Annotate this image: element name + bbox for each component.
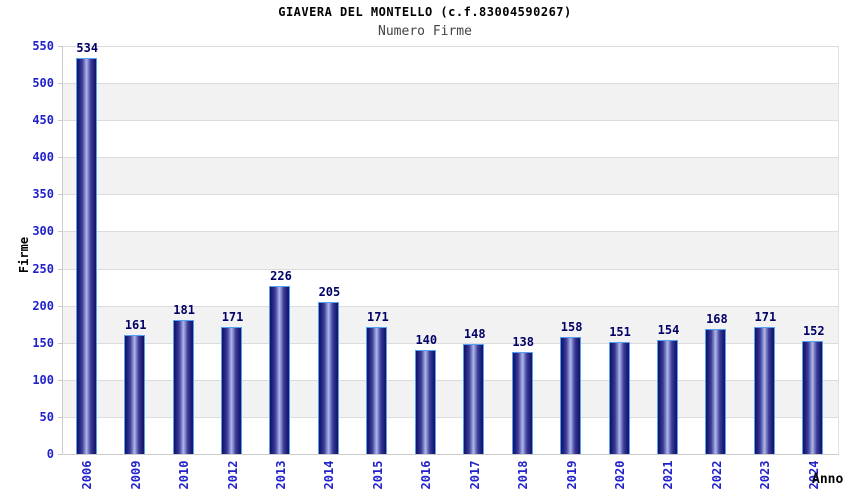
y-tick-mark [58, 305, 62, 307]
y-tick-label: 0 [46, 447, 54, 461]
bar-value-label: 168 [706, 312, 728, 327]
x-tick-label: 2022 [709, 460, 724, 490]
x-tick-label: 2009 [128, 460, 143, 490]
y-tick-mark [58, 379, 62, 381]
bar [705, 329, 727, 454]
gridline [63, 416, 838, 418]
bar-value-label: 151 [609, 325, 631, 339]
bar [124, 334, 146, 454]
grid-band [63, 46, 838, 84]
y-tick-label: 500 [32, 76, 54, 91]
y-tick-label: 550 [32, 39, 54, 53]
x-tick-label: 2012 [225, 460, 240, 490]
bar-value-label: 171 [754, 310, 777, 325]
y-tick-mark [58, 342, 62, 344]
gridline [63, 342, 838, 344]
y-tick-label: 300 [32, 224, 54, 239]
x-tick-label: 2018 [516, 460, 531, 490]
bar-value-label: 140 [415, 333, 438, 348]
y-tick-mark [58, 157, 62, 159]
y-tick-label: 250 [32, 261, 54, 276]
gridline [63, 268, 838, 270]
y-tick-mark [58, 46, 62, 47]
y-tick-label: 50 [39, 409, 54, 424]
bar [414, 350, 436, 454]
grid-band [63, 120, 838, 158]
x-tick-label: 2019 [564, 460, 579, 490]
y-tick-label: 200 [32, 298, 54, 313]
grid-band [63, 231, 838, 269]
bar [802, 341, 824, 454]
bar [269, 286, 291, 454]
y-tick-label: 350 [32, 187, 54, 202]
bar [656, 339, 678, 454]
x-tick-label: 2006 [80, 460, 95, 490]
x-tick-label: 2015 [370, 460, 385, 490]
x-axis-title: Anno [812, 472, 844, 487]
bar [753, 327, 775, 454]
x-tick-label: 2014 [322, 460, 337, 490]
x-tick-label: 2020 [613, 460, 628, 490]
bar-value-label: 226 [270, 269, 292, 284]
grid-band [63, 157, 838, 195]
y-tick-label: 400 [32, 150, 54, 165]
bar-value-label: 138 [512, 334, 534, 349]
y-tick-mark [58, 454, 62, 455]
bar-value-label: 148 [463, 327, 486, 342]
gridline [63, 157, 838, 159]
bar [511, 351, 533, 454]
y-tick-label: 100 [32, 372, 54, 387]
bar [221, 327, 243, 454]
y-tick-mark [58, 231, 62, 233]
grid-band [63, 268, 838, 306]
bar-value-label: 534 [76, 40, 99, 55]
bar-value-label: 181 [173, 302, 195, 317]
y-tick-mark [58, 416, 62, 418]
bar-value-label: 152 [802, 324, 825, 339]
bar-value-label: 171 [221, 310, 244, 325]
x-tick-label: 2016 [419, 460, 434, 490]
bar [366, 327, 388, 454]
gridline [63, 83, 838, 85]
bar-value-label: 161 [124, 317, 147, 332]
gridline [63, 379, 838, 381]
gridline [63, 46, 838, 47]
y-tick-mark [58, 268, 62, 270]
bar-value-label: 154 [657, 322, 680, 337]
x-tick-label: 2021 [661, 460, 676, 490]
x-tick-label: 2023 [758, 460, 773, 490]
grid-band [63, 194, 838, 232]
chart-title: GIAVERA DEL MONTELLO (c.f.83004590267) [278, 5, 572, 19]
bar-value-label: 158 [560, 319, 583, 334]
bar [172, 319, 194, 454]
gridline [63, 194, 838, 196]
bar-value-label: 171 [367, 310, 389, 325]
bar [463, 344, 485, 454]
x-tick-label: 2017 [467, 460, 482, 490]
y-axis-title: Firme [17, 236, 31, 274]
y-tick-label: 150 [32, 335, 54, 350]
bar [317, 301, 339, 454]
gridline [63, 305, 838, 307]
x-tick-label: 2010 [177, 460, 192, 490]
y-tick-mark [58, 194, 62, 196]
gridline [63, 120, 838, 122]
plot-area: 534 161 181 171 226 205 171 140 148 138 158 151 154 1… [62, 41, 839, 455]
bar [560, 336, 582, 454]
y-tick-label: 450 [32, 113, 54, 128]
gridline [63, 231, 838, 233]
chart-subtitle: Numero Firme [378, 24, 472, 39]
y-tick-mark [58, 83, 62, 85]
bar [75, 57, 97, 454]
x-tick-label: 2013 [273, 460, 288, 490]
y-tick-mark [58, 120, 62, 122]
grid-band [63, 83, 838, 121]
bar [608, 342, 630, 454]
bar-value-label: 205 [318, 284, 341, 299]
